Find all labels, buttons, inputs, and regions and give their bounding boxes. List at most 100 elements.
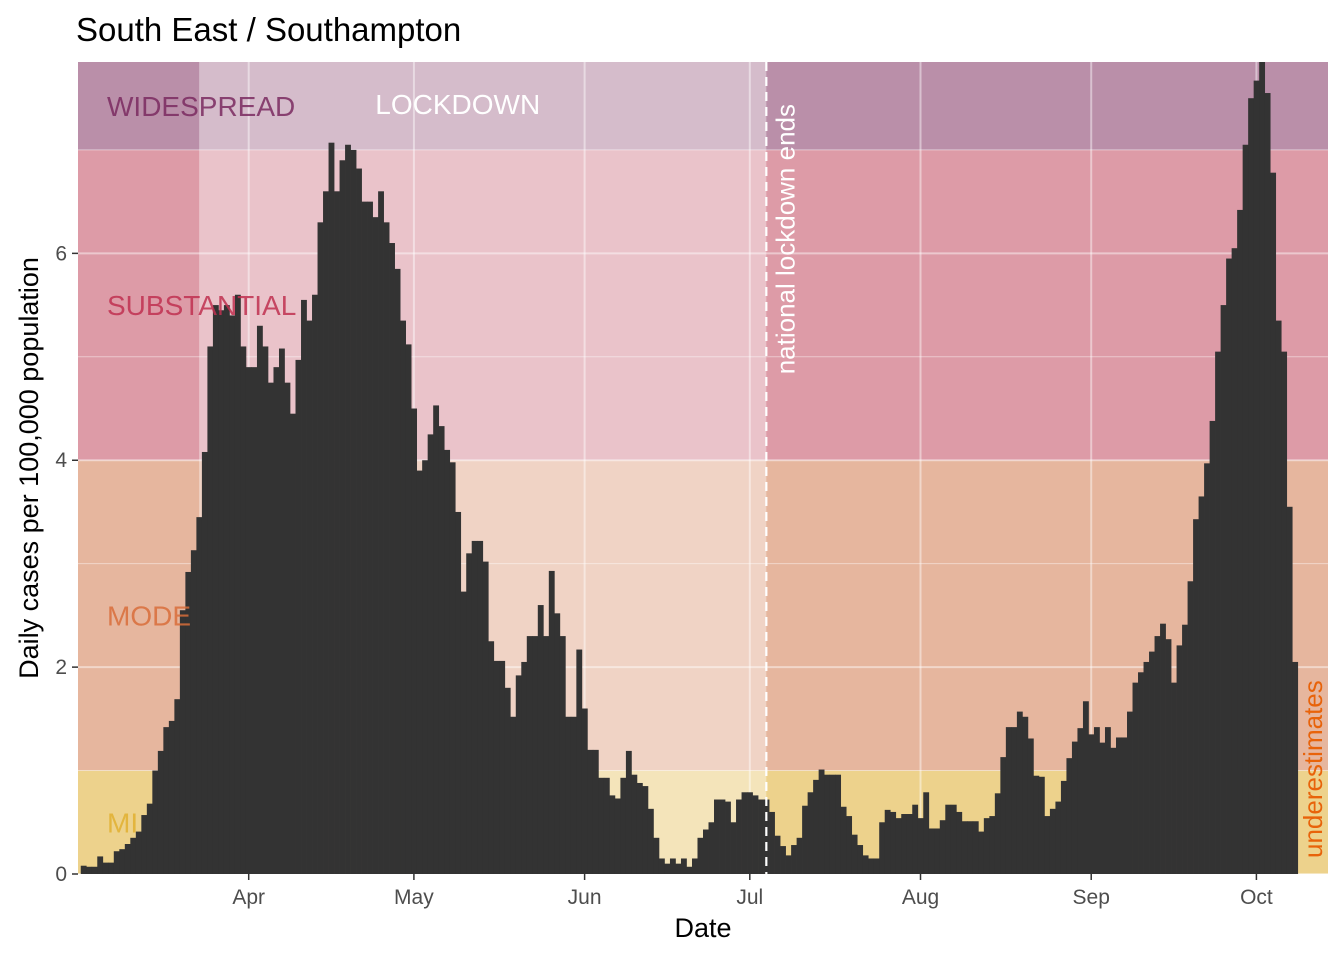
bar	[510, 716, 517, 874]
bar	[350, 149, 357, 875]
bar	[961, 821, 968, 874]
bar	[240, 346, 247, 875]
y-tick-label: 2	[55, 656, 67, 679]
bar	[989, 816, 996, 874]
bar	[890, 811, 897, 874]
bar	[1088, 734, 1095, 874]
bar	[901, 814, 908, 874]
lockdown-label: LOCKDOWN	[375, 89, 540, 120]
bar	[361, 201, 368, 874]
bar	[846, 816, 853, 874]
bar	[295, 359, 302, 874]
x-axis-label: Date	[674, 913, 731, 943]
bar	[1176, 645, 1183, 874]
bar	[736, 799, 742, 874]
bar	[97, 856, 104, 874]
bar	[482, 561, 489, 874]
bar	[686, 866, 693, 874]
bar	[267, 382, 274, 874]
bar	[411, 408, 418, 874]
bar	[570, 716, 577, 874]
bar	[1248, 98, 1255, 874]
bar	[939, 820, 946, 874]
bar	[245, 367, 252, 874]
bar	[725, 801, 731, 874]
bar	[1093, 727, 1100, 874]
y-tick-label: 0	[55, 863, 67, 886]
axes: 0 2 4 6 Apr May Jun Jul Aug Sep Oct	[55, 242, 1273, 909]
bar	[207, 346, 214, 875]
y-tick-label: 4	[55, 449, 67, 472]
bar	[791, 845, 797, 874]
bar	[185, 571, 192, 874]
bar	[383, 222, 390, 874]
bar	[884, 809, 891, 874]
bar	[669, 858, 676, 874]
bar	[1231, 248, 1238, 874]
bar	[1099, 742, 1106, 874]
bar	[1160, 623, 1166, 874]
bar	[680, 858, 687, 874]
bar	[339, 160, 346, 874]
bar	[697, 837, 704, 874]
bar	[91, 866, 98, 874]
bar	[1143, 661, 1150, 874]
bar	[301, 299, 307, 874]
bar	[1237, 209, 1243, 875]
bar	[664, 863, 671, 874]
bar	[493, 660, 500, 874]
x-tick-label: Sep	[1073, 886, 1110, 909]
bar	[1132, 682, 1139, 874]
bar	[983, 818, 990, 874]
bar	[1253, 80, 1260, 875]
bar	[312, 294, 318, 874]
bar	[1187, 581, 1194, 874]
bar	[284, 382, 291, 874]
bar	[774, 835, 781, 874]
bar	[234, 294, 241, 874]
bar	[802, 805, 808, 874]
bar	[1127, 711, 1133, 874]
bar	[1055, 801, 1062, 874]
bar	[1138, 672, 1144, 874]
bar	[851, 834, 858, 874]
bar	[934, 828, 941, 874]
bar	[691, 858, 698, 874]
bar	[1204, 463, 1210, 874]
bar	[86, 866, 93, 874]
bar	[201, 451, 208, 874]
bar	[1286, 506, 1293, 874]
band-label-substantial: SUBSTANTIAL	[107, 290, 296, 321]
bar	[141, 815, 148, 874]
bar	[477, 540, 484, 874]
bar	[1110, 747, 1117, 874]
bar	[488, 641, 495, 874]
bar	[1104, 727, 1111, 874]
bar	[400, 320, 406, 875]
bar	[521, 661, 528, 874]
bar	[581, 708, 588, 874]
bar	[598, 777, 605, 874]
bar	[1198, 496, 1205, 874]
bar	[813, 779, 819, 874]
bar	[603, 777, 610, 874]
bar	[741, 792, 748, 874]
bar	[956, 811, 963, 874]
bar	[917, 818, 924, 874]
bar	[1121, 737, 1128, 874]
band-widespread	[78, 62, 1328, 150]
bar	[592, 749, 599, 874]
bar	[895, 818, 902, 874]
bar	[653, 837, 660, 874]
bar	[763, 799, 770, 874]
bar	[405, 344, 412, 874]
bar	[708, 822, 715, 874]
bar	[157, 750, 164, 874]
bar	[124, 844, 131, 874]
bar	[251, 367, 258, 874]
bar	[179, 610, 186, 874]
bar	[229, 315, 236, 874]
bar	[460, 591, 467, 874]
bar	[631, 774, 638, 874]
